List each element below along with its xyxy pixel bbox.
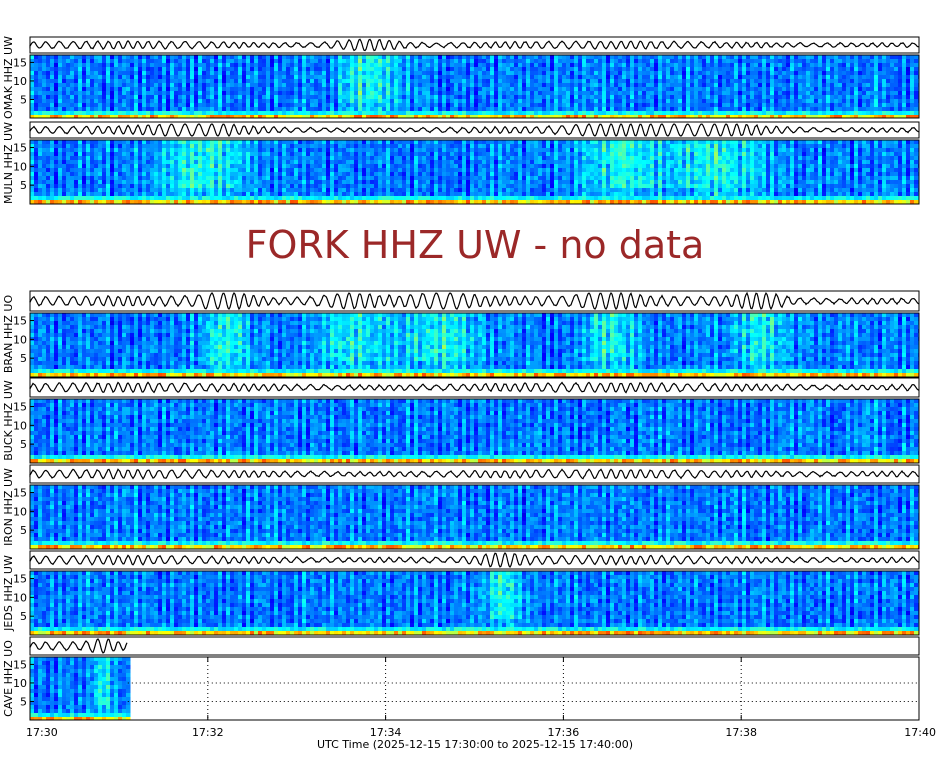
x-tick-label: 17:38 xyxy=(725,726,757,739)
spectrogram-buck xyxy=(30,399,923,464)
waveform-frame-cave xyxy=(30,637,919,655)
y-tick-label: 15 xyxy=(13,487,27,500)
y-tick-label: 10 xyxy=(13,419,27,432)
y-tick-label: 15 xyxy=(13,658,27,671)
y-tick-label: 5 xyxy=(20,610,27,623)
spectrogram-omak xyxy=(30,55,923,120)
y-tick-label: 15 xyxy=(13,573,27,586)
x-axis-label: UTC Time (2025-12-15 17:30:00 to 2025-12… xyxy=(317,738,633,751)
y-tick-label: 10 xyxy=(13,505,27,518)
waveform-frame-muln xyxy=(30,122,919,138)
y-tick-label: 5 xyxy=(20,93,27,106)
no-data-message: FORK HHZ UW - no data xyxy=(246,223,705,267)
y-tick-label: 15 xyxy=(13,142,27,155)
x-tick-label: 17:32 xyxy=(192,726,224,739)
y-tick-label: 10 xyxy=(13,677,27,690)
y-tick-label: 5 xyxy=(20,352,27,365)
y-tick-label: 5 xyxy=(20,695,27,708)
waveform-frame-iron xyxy=(30,465,919,483)
y-tick-label: 15 xyxy=(13,401,27,414)
waveform-frame-bran xyxy=(30,291,919,311)
x-tick-label: 17:40 xyxy=(904,726,936,739)
y-tick-label: 15 xyxy=(13,315,27,328)
y-tick-label: 10 xyxy=(13,160,27,173)
spectrogram-cave xyxy=(30,657,131,722)
spectrogram-jeds xyxy=(30,571,923,636)
spectrogram-muln xyxy=(30,140,923,205)
y-tick-label: 10 xyxy=(13,333,27,346)
y-tick-label: 5 xyxy=(20,179,27,192)
waveform-frame-buck xyxy=(30,378,919,397)
spectrogram-bran xyxy=(30,313,923,378)
y-tick-label: 10 xyxy=(13,591,27,604)
spectrogram-iron xyxy=(30,485,923,550)
waveform-frame-omak xyxy=(30,37,919,53)
x-tick-label: 17:30 xyxy=(26,726,58,739)
y-tick-label: 10 xyxy=(13,75,27,88)
waveform-frame-jeds xyxy=(30,551,919,569)
spectrogram-frame-cave xyxy=(30,657,919,720)
y-tick-label: 15 xyxy=(13,56,27,69)
y-tick-label: 5 xyxy=(20,438,27,451)
y-tick-label: 5 xyxy=(20,524,27,537)
